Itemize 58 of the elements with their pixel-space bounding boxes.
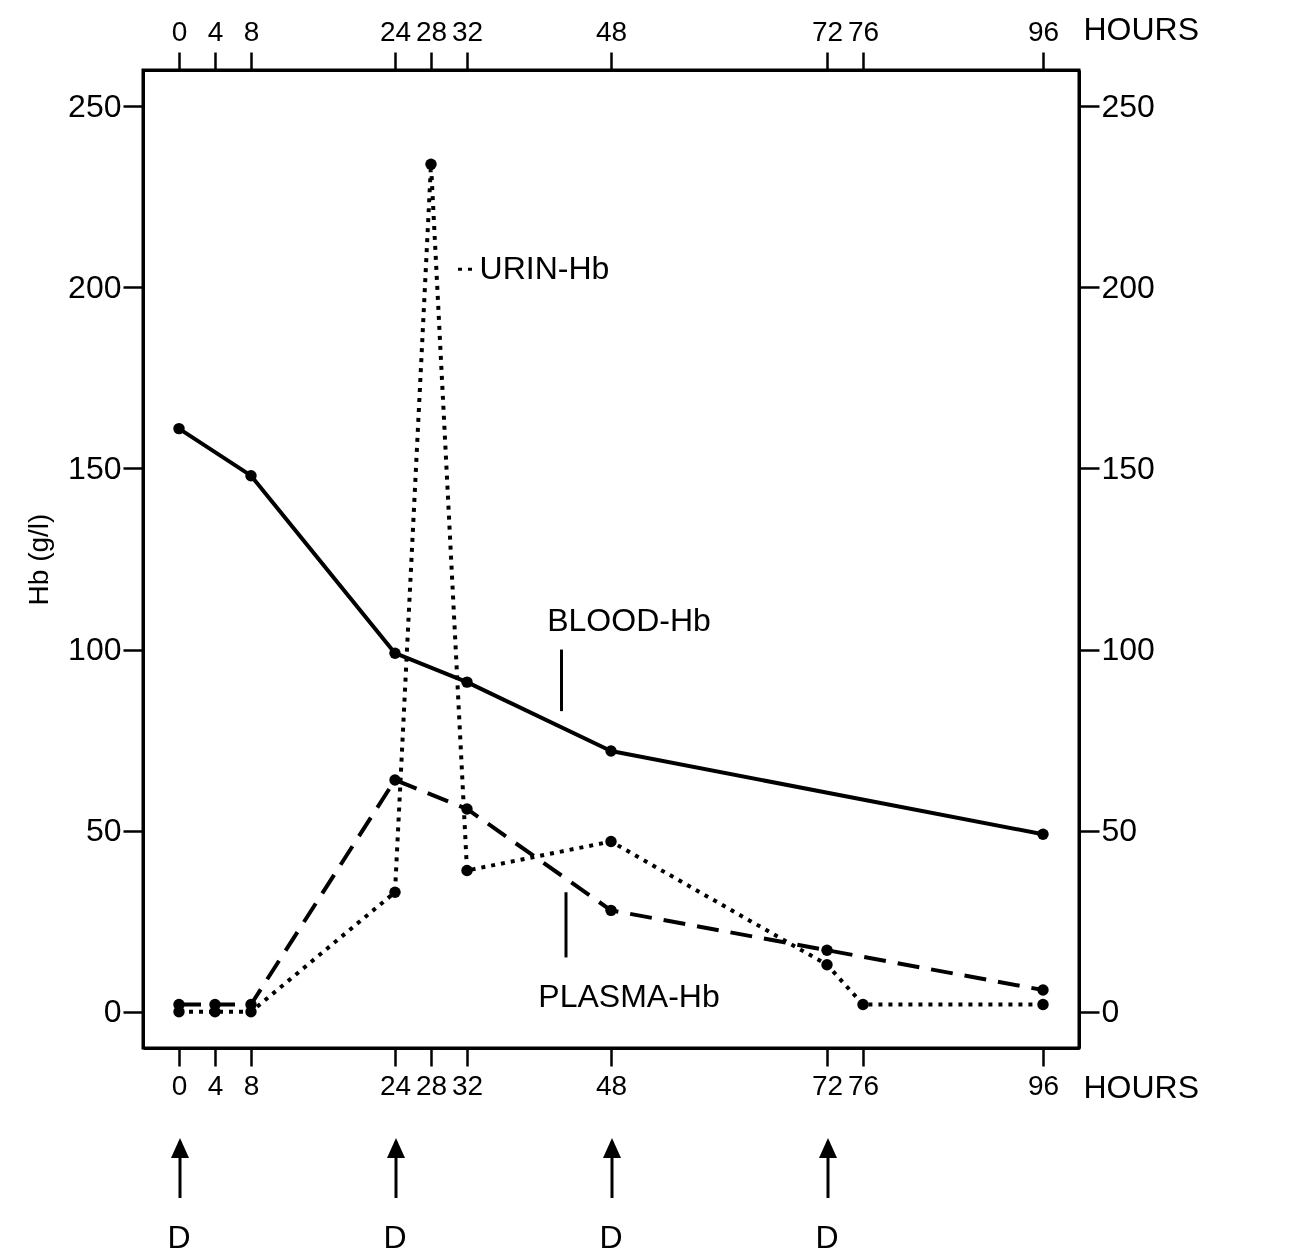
x-tick-label: 24 — [379, 1069, 412, 1101]
text: BLOOD-Hb — [547, 601, 711, 638]
x-tick-label: 8 — [243, 1069, 260, 1101]
x-tick-label: 0 — [171, 1069, 188, 1101]
x2-tick-label: 28 — [415, 15, 448, 47]
x2-tick-label: 8 — [243, 15, 260, 47]
point — [389, 886, 401, 898]
y-tick-label: 250 — [68, 87, 122, 124]
text: D — [167, 1219, 191, 1252]
x-tick-label: 32 — [451, 1069, 484, 1101]
y-tick-label: 200 — [68, 268, 122, 305]
x-tick-label: 96 — [1027, 1069, 1060, 1101]
x2-tick-label: 0 — [171, 15, 188, 47]
point — [821, 944, 833, 956]
x-tick-label: 76 — [847, 1069, 880, 1101]
point — [461, 676, 473, 688]
point — [605, 835, 617, 848]
x2-tick-label: 4 — [207, 15, 224, 47]
point — [173, 422, 185, 435]
y2-tick-label: 100 — [1101, 631, 1155, 668]
y-tick-label: 100 — [68, 631, 122, 668]
point — [857, 998, 869, 1011]
x-axis-title: HOURS — [1083, 1068, 1200, 1105]
point — [605, 904, 617, 917]
point — [1037, 998, 1049, 1011]
x-tick-label: 72 — [811, 1069, 844, 1101]
y-axis-title: Hb (g/l) — [23, 513, 55, 606]
point — [245, 470, 257, 482]
x2-tick-label: 72 — [811, 15, 844, 47]
x2-tick-label: 24 — [379, 15, 412, 47]
point — [425, 158, 437, 170]
x-tick-label: 48 — [595, 1069, 628, 1101]
legend-label: URIN-Hb — [479, 250, 610, 287]
x2-tick-label: 32 — [451, 15, 484, 47]
y-tick-label: 50 — [85, 812, 122, 849]
y-tick-label: 150 — [68, 449, 122, 486]
x-tick-label: 28 — [415, 1069, 448, 1101]
text: D — [599, 1219, 623, 1252]
x2-tick-label: 76 — [847, 15, 880, 47]
x2-tick-label: 48 — [595, 15, 628, 47]
point — [1037, 828, 1049, 840]
x-tick-label: 4 — [207, 1069, 224, 1101]
x2-axis-title: HOURS — [1083, 10, 1200, 47]
y2-tick-label: 0 — [1101, 993, 1120, 1030]
text: D — [815, 1219, 839, 1252]
point — [605, 745, 617, 757]
point — [461, 864, 473, 877]
x2-tick-label: 96 — [1027, 15, 1060, 47]
y2-tick-label: 250 — [1101, 87, 1155, 124]
y-tick-label: 0 — [103, 993, 122, 1030]
point — [389, 647, 401, 659]
point — [1037, 984, 1049, 996]
y2-tick-label: 50 — [1101, 812, 1138, 849]
point — [821, 959, 833, 971]
y2-tick-label: 150 — [1101, 449, 1155, 486]
text: D — [383, 1219, 407, 1252]
series-label: PLASMA-Hb — [538, 978, 720, 1015]
y2-tick-label: 200 — [1101, 268, 1155, 305]
